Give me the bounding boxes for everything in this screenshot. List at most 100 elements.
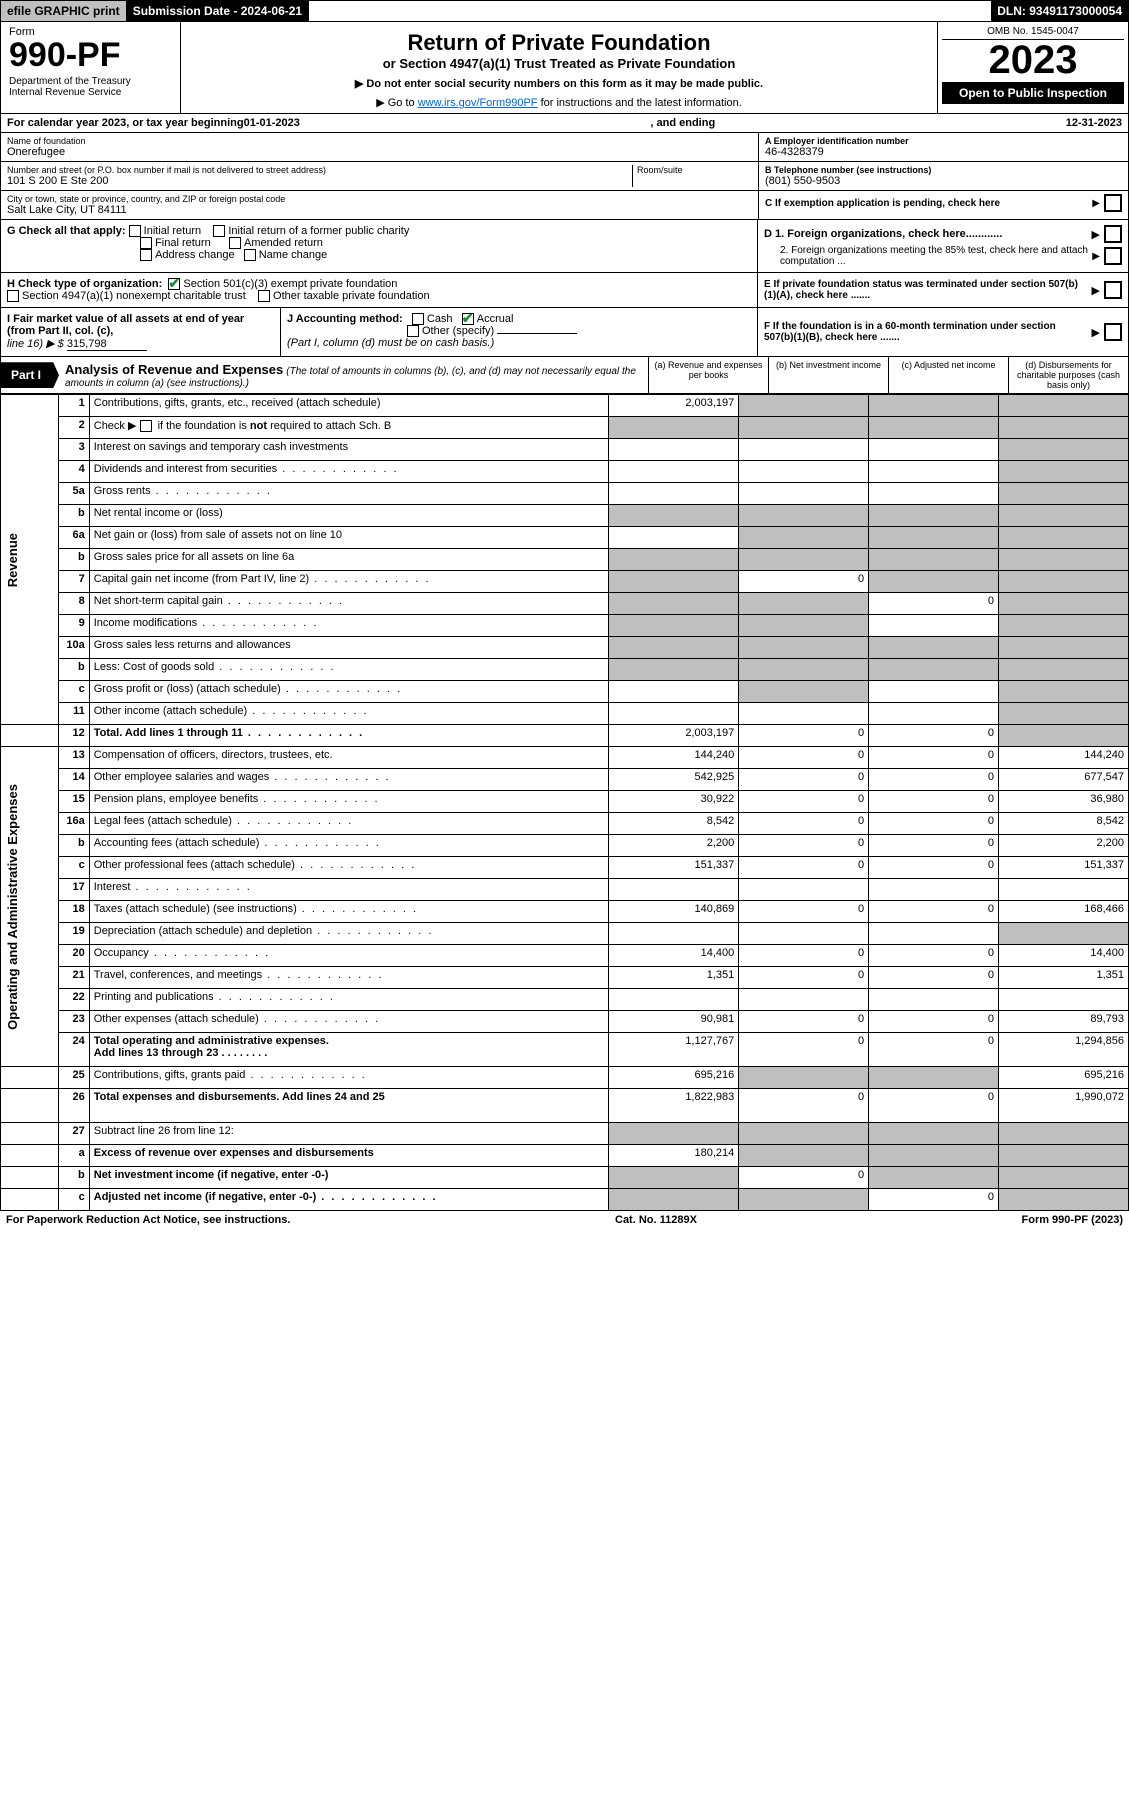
chk-initial-former[interactable]: [213, 225, 225, 237]
chk-final[interactable]: [140, 237, 152, 249]
info-right: A Employer identification number 46-4328…: [758, 133, 1128, 219]
chk-501c3[interactable]: [168, 278, 180, 290]
col-headers: (a) Revenue and expenses per books (b) N…: [648, 357, 1128, 393]
chk-f[interactable]: [1104, 323, 1122, 341]
table-row: 21Travel, conferences, and meetings1,351…: [1, 967, 1129, 989]
dept: Department of the Treasury: [9, 76, 172, 87]
chk-sch-b[interactable]: [140, 420, 152, 432]
table-row: 5aGross rents: [1, 483, 1129, 505]
table-row: 24Total operating and administrative exp…: [1, 1033, 1129, 1067]
table-row: 11Other income (attach schedule): [1, 703, 1129, 725]
city-cell: City or town, state or province, country…: [1, 191, 758, 219]
table-row: 17Interest: [1, 879, 1129, 901]
table-row: aExcess of revenue over expenses and dis…: [1, 1145, 1129, 1167]
chk-other-acct[interactable]: [407, 325, 419, 337]
table-row: 4Dividends and interest from securities: [1, 461, 1129, 483]
chk-4947[interactable]: [7, 290, 19, 302]
table-row: 20Occupancy14,4000014,400: [1, 945, 1129, 967]
table-row: 22Printing and publications: [1, 989, 1129, 1011]
revenue-sidelabel: Revenue: [1, 395, 59, 725]
table-row: 27Subtract line 26 from line 12:: [1, 1123, 1129, 1145]
chk-accrual[interactable]: [462, 313, 474, 325]
chk-name-change[interactable]: [244, 249, 256, 261]
h-block: H Check type of organization: Section 50…: [1, 273, 758, 307]
table-row: Operating and Administrative Expenses 13…: [1, 747, 1129, 769]
c-cell: C If exemption application is pending, c…: [759, 191, 1128, 215]
table-row: 15Pension plans, employee benefits30,922…: [1, 791, 1129, 813]
table-row: 12Total. Add lines 1 through 112,003,197…: [1, 725, 1129, 747]
chk-d2[interactable]: [1104, 247, 1122, 265]
info-left: Name of foundation Onerefugee Number and…: [1, 133, 758, 219]
table-row: 2Check ▶ if the foundation is not requir…: [1, 417, 1129, 439]
table-row: 26Total expenses and disbursements. Add …: [1, 1089, 1129, 1123]
table-row: cAdjusted net income (if negative, enter…: [1, 1189, 1129, 1211]
chk-cash[interactable]: [412, 313, 424, 325]
chk-d1[interactable]: [1104, 225, 1122, 243]
footer: For Paperwork Reduction Act Notice, see …: [0, 1211, 1129, 1229]
dln: DLN: 93491173000054: [991, 1, 1128, 21]
table-row: 23Other expenses (attach schedule)90,981…: [1, 1011, 1129, 1033]
arrow-icon: ▶: [1092, 198, 1100, 209]
topbar: efile GRAPHIC print Submission Date - 20…: [0, 0, 1129, 22]
table-row: bNet investment income (if negative, ent…: [1, 1167, 1129, 1189]
instr1: ▶ Do not enter social security numbers o…: [189, 77, 929, 90]
e-block: E If private foundation status was termi…: [758, 273, 1128, 307]
address-cell: Number and street (or P.O. box number if…: [1, 162, 758, 191]
checkbox-c[interactable]: [1104, 194, 1122, 212]
table-row: 9Income modifications: [1, 615, 1129, 637]
chk-addr-change[interactable]: [140, 249, 152, 261]
instr2: ▶ Go to www.irs.gov/Form990PF for instru…: [189, 96, 929, 109]
table-row: cGross profit or (loss) (attach schedule…: [1, 681, 1129, 703]
info-grid: Name of foundation Onerefugee Number and…: [0, 133, 1129, 220]
irs: Internal Revenue Service: [9, 87, 172, 98]
chk-e[interactable]: [1104, 281, 1122, 299]
form-header: Form 990-PF Department of the Treasury I…: [0, 22, 1129, 114]
form-number: 990-PF: [9, 38, 172, 72]
j-block: J Accounting method: Cash Accrual Other …: [281, 308, 758, 356]
tax-year: 2023: [942, 40, 1124, 80]
table-row: 3Interest on savings and temporary cash …: [1, 439, 1129, 461]
col-b-hdr: (b) Net investment income: [768, 357, 888, 393]
efile-label: efile GRAPHIC print: [1, 1, 127, 21]
table-row: 25Contributions, gifts, grants paid695,2…: [1, 1067, 1129, 1089]
form-link[interactable]: www.irs.gov/Form990PF: [418, 97, 538, 109]
table-row: bLess: Cost of goods sold: [1, 659, 1129, 681]
footer-right: Form 990-PF (2023): [1022, 1214, 1123, 1226]
table-row: 16aLegal fees (attach schedule)8,542008,…: [1, 813, 1129, 835]
part-title: Analysis of Revenue and Expenses (The to…: [59, 358, 648, 393]
d-block: D 1. Foreign organizations, check here..…: [758, 220, 1128, 272]
table-row: 18Taxes (attach schedule) (see instructi…: [1, 901, 1129, 923]
col-a-hdr: (a) Revenue and expenses per books: [648, 357, 768, 393]
hdr-mid: Return of Private Foundation or Section …: [181, 22, 938, 113]
hdr-left: Form 990-PF Department of the Treasury I…: [1, 22, 181, 113]
table-row: 14Other employee salaries and wages542,9…: [1, 769, 1129, 791]
table-row: 19Depreciation (attach schedule) and dep…: [1, 923, 1129, 945]
part-badge: Part I: [1, 362, 59, 388]
table-row: 7Capital gain net income (from Part IV, …: [1, 571, 1129, 593]
submission-date: Submission Date - 2024-06-21: [127, 1, 309, 21]
i-block: I Fair market value of all assets at end…: [1, 308, 281, 356]
form-title: Return of Private Foundation: [189, 30, 929, 56]
form-subtitle: or Section 4947(a)(1) Trust Treated as P…: [189, 56, 929, 71]
open-public: Open to Public Inspection: [942, 82, 1124, 104]
part1-table: Revenue 1 Contributions, gifts, grants, …: [0, 394, 1129, 1211]
foundation-name-cell: Name of foundation Onerefugee: [1, 133, 758, 162]
col-c-hdr: (c) Adjusted net income: [888, 357, 1008, 393]
col-d-hdr: (d) Disbursements for charitable purpose…: [1008, 357, 1128, 393]
chk-initial[interactable]: [129, 225, 141, 237]
table-row: bAccounting fees (attach schedule)2,2000…: [1, 835, 1129, 857]
expenses-sidelabel: Operating and Administrative Expenses: [1, 747, 59, 1067]
table-row: bGross sales price for all assets on lin…: [1, 549, 1129, 571]
table-row: bNet rental income or (loss): [1, 505, 1129, 527]
table-row: 8Net short-term capital gain0: [1, 593, 1129, 615]
table-row: 10aGross sales less returns and allowanc…: [1, 637, 1129, 659]
chk-other-tax[interactable]: [258, 290, 270, 302]
g-d-row: G Check all that apply: Initial return I…: [0, 220, 1129, 273]
hdr-right: OMB No. 1545-0047 2023 Open to Public In…: [938, 22, 1128, 113]
h-e-row: H Check type of organization: Section 50…: [0, 273, 1129, 308]
tel-cell: B Telephone number (see instructions) (8…: [759, 162, 1128, 191]
chk-amended[interactable]: [229, 237, 241, 249]
footer-mid: Cat. No. 11289X: [615, 1214, 697, 1226]
calendar-row: For calendar year 2023, or tax year begi…: [0, 114, 1129, 133]
i-j-f-row: I Fair market value of all assets at end…: [0, 308, 1129, 357]
